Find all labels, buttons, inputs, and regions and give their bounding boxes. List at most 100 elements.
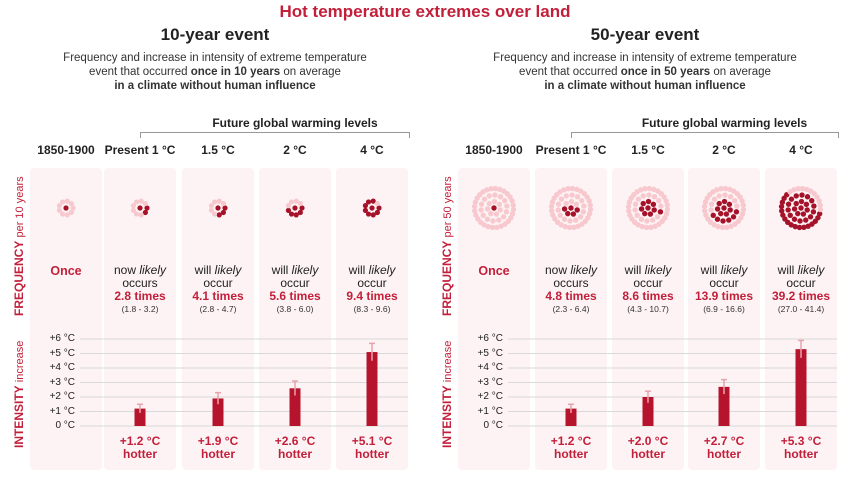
main-title: Hot temperature extremes over land <box>279 2 571 21</box>
column-background <box>259 168 331 470</box>
frequency-line: will likely <box>178 264 258 277</box>
y-tick-label: 0 °C <box>483 420 503 431</box>
hotter-value: +2.0 °C <box>627 434 669 448</box>
frequency-likely: likely <box>139 263 167 277</box>
frequency-line: occurs <box>553 276 589 290</box>
frequency-range: (2.3 - 6.4) <box>552 304 590 314</box>
frequency-range: (2.8 - 4.7) <box>199 304 237 314</box>
frequency-likely: likely <box>570 263 598 277</box>
hotter-value: +5.1 °C <box>351 434 393 448</box>
column-background <box>104 168 176 470</box>
intensity-suffix: increase <box>442 340 454 383</box>
subtitle-bold: once in 10 years <box>190 66 281 78</box>
frequency-label: FREQUENCY <box>440 240 454 316</box>
frequency-suffix: per 50 years <box>442 176 454 238</box>
column-header: Present 1 °C <box>104 143 176 157</box>
hotter-word: hotter <box>631 447 665 461</box>
frequency-axis-label: FREQUENCY per 50 years <box>440 176 454 316</box>
frequency-word: will <box>194 263 215 277</box>
frequency-text: now likely occurs 2.8 times (1.8 - 3.2) <box>100 264 180 316</box>
hotter-word: hotter <box>707 447 741 461</box>
frequency-times: 39.2 times <box>771 289 831 303</box>
future-bracket <box>571 132 839 138</box>
column-header: 2 °C <box>712 143 736 157</box>
frequency-line: occur <box>709 276 739 290</box>
hotter-value: +2.7 °C <box>703 434 745 448</box>
hotter-word: hotter <box>554 447 588 461</box>
hotter-value: +2.6 °C <box>274 434 316 448</box>
frequency-times: 13.9 times <box>694 289 754 303</box>
column-background <box>612 168 684 470</box>
frequency-range: (3.8 - 6.0) <box>276 304 314 314</box>
subtitle-text: event that occurred <box>89 66 191 78</box>
frequency-likely: likely <box>368 263 396 277</box>
subtitle-bold: once in 50 years <box>620 66 711 78</box>
y-tick-label: +5 °C <box>49 347 75 359</box>
subtitle-text: on average <box>710 66 771 78</box>
y-tick-label: 0 °C <box>55 420 75 431</box>
hotter-value: +1.2 °C <box>119 434 161 448</box>
frequency-label: FREQUENCY <box>12 240 26 316</box>
panel-subtitle-3: in a climate without human influence <box>544 80 746 92</box>
y-tick-label: +2 °C <box>49 391 75 402</box>
y-tick-label: +4 °C <box>49 362 75 373</box>
frequency-text: will likely occur 13.9 times (6.9 - 16.6) <box>684 264 764 316</box>
frequency-line: will likely <box>332 264 412 277</box>
intensity-suffix: increase <box>14 340 26 383</box>
hotter-word: hotter <box>278 447 312 461</box>
frequency-range: (6.9 - 16.6) <box>703 304 745 314</box>
column-background <box>765 168 837 470</box>
panel-subtitle-2: event that occurred once in 10 years on … <box>5 65 425 79</box>
column-header: 1.5 °C <box>631 143 665 157</box>
hotter-word: hotter <box>784 447 818 461</box>
frequency-word: will <box>777 263 798 277</box>
subtitle-text: event that occurred <box>519 66 621 78</box>
hotter-value: +1.2 °C <box>550 434 592 448</box>
column-header: 1.5 °C <box>201 143 235 157</box>
panel-subtitle-1: Frequency and increase in intensity of e… <box>493 52 797 64</box>
future-warming-label: Future global warming levels <box>641 116 808 130</box>
frequency-once: Once <box>478 264 510 278</box>
y-tick-label: +6 °C <box>49 333 75 344</box>
frequency-times: 4.1 times <box>192 289 244 303</box>
subtitle-text: on average <box>280 66 341 78</box>
hotter-value: +5.3 °C <box>780 434 822 448</box>
y-tick-label: +6 °C <box>477 333 503 344</box>
frequency-range: (4.3 - 10.7) <box>627 304 669 314</box>
frequency-line: will likely <box>255 264 335 277</box>
frequency-range: (8.3 - 9.6) <box>353 304 391 314</box>
frequency-times: 8.6 times <box>622 289 674 303</box>
frequency-line: will likely <box>761 264 841 277</box>
future-warming-label: Future global warming levels <box>212 116 378 130</box>
panel-subtitle-1: Frequency and increase in intensity of e… <box>63 52 367 64</box>
column-header: 2 °C <box>283 143 307 157</box>
frequency-suffix: per 10 years <box>14 176 26 238</box>
hotter-word: hotter <box>201 447 235 461</box>
frequency-word: will <box>624 263 645 277</box>
frequency-line: will likely <box>608 264 688 277</box>
column-background <box>182 168 254 470</box>
frequency-line: occur <box>786 276 816 290</box>
frequency-line: occur <box>633 276 663 290</box>
frequency-line: occurs <box>122 276 158 290</box>
frequency-times: 2.8 times <box>114 289 166 303</box>
column-background <box>535 168 607 470</box>
frequency-text: will likely occur 5.6 times (3.8 - 6.0) <box>255 264 335 316</box>
y-tick-label: +4 °C <box>477 362 503 373</box>
frequency-axis-label: FREQUENCY per 10 years <box>12 176 26 316</box>
frequency-line: now likely <box>531 264 611 277</box>
frequency-line: occur <box>203 276 233 290</box>
frequency-range: (1.8 - 3.2) <box>121 304 159 314</box>
frequency-line: occur <box>280 276 310 290</box>
y-tick-label: +5 °C <box>477 347 503 359</box>
column-header: 1850-1900 <box>465 143 523 157</box>
frequency-likely: likely <box>644 263 672 277</box>
frequency-line: occur <box>357 276 387 290</box>
frequency-text: will likely occur 39.2 times (27.0 - 41.4) <box>761 264 841 316</box>
hotter-value: +1.9 °C <box>197 434 239 448</box>
frequency-likely: likely <box>797 263 825 277</box>
frequency-text: will likely occur 4.1 times (2.8 - 4.7) <box>178 264 258 316</box>
frequency-likely: likely <box>214 263 242 277</box>
hotter-word: hotter <box>123 447 157 461</box>
frequency-times: 4.8 times <box>545 289 597 303</box>
